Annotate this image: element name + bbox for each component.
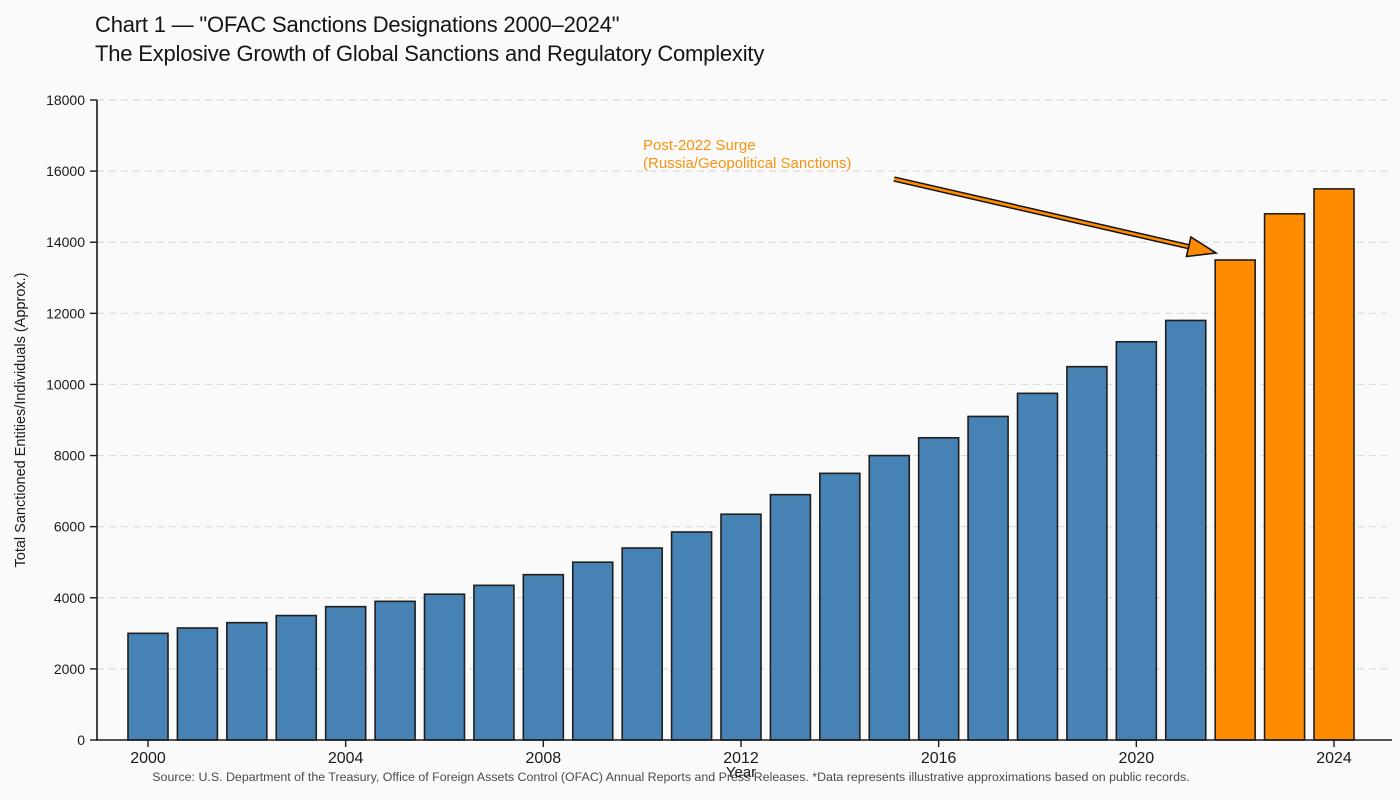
x-tick-label-2012: 2012	[723, 750, 759, 767]
bar-2011	[670, 531, 713, 741]
bar-2007	[473, 584, 515, 741]
annotation-arrow-shaft	[893, 177, 1191, 249]
y-axis-label: Total Sanctioned Entities/Individuals (A…	[13, 272, 29, 568]
chart-subtitle: The Explosive Growth of Global Sanctions…	[95, 41, 765, 66]
x-tick-label-2000: 2000	[130, 750, 166, 767]
annotation-line-2: (Russia/Geopolitical Sanctions)	[643, 155, 852, 172]
bar-2005	[374, 600, 416, 741]
x-tick-label-2004: 2004	[328, 750, 364, 767]
chart-title: Chart 1 — "OFAC Sanctions Designations 2…	[95, 12, 620, 37]
y-tick-label-6000: 6000	[54, 519, 85, 535]
bar-2008	[522, 573, 565, 741]
y-tick-label-0: 0	[77, 732, 85, 748]
y-tick-label-2000: 2000	[54, 661, 85, 677]
y-tick-label-8000: 8000	[54, 448, 85, 464]
bar-2018	[1016, 392, 1059, 741]
source-note: Source: U.S. Department of the Treasury,…	[152, 770, 1190, 784]
annotation-line-1: Post-2022 Surge	[643, 137, 756, 154]
bar-2002	[226, 621, 268, 741]
y-tick-label-10000: 10000	[46, 376, 85, 392]
bar-2016	[917, 436, 960, 741]
bar-2014	[819, 472, 861, 741]
bar-2001	[176, 627, 219, 741]
bar-2021	[1164, 319, 1207, 741]
bar-2012	[720, 513, 762, 741]
x-tick-label-2016: 2016	[921, 750, 957, 767]
bar-2022	[1214, 259, 1256, 741]
y-tick-label-4000: 4000	[54, 590, 85, 606]
bar-2023	[1263, 212, 1306, 741]
bar-2010	[621, 547, 663, 741]
bar-2019	[1066, 365, 1108, 741]
y-tick-label-14000: 14000	[46, 234, 85, 250]
bar-2009	[571, 561, 614, 741]
bar-2006	[423, 593, 466, 741]
bar-2004	[324, 605, 367, 741]
x-tick-label-2020: 2020	[1119, 750, 1155, 767]
y-tick-label-12000: 12000	[46, 305, 85, 321]
x-axis-label: Year	[725, 764, 757, 781]
bar-2000	[127, 632, 169, 741]
bar-2015	[868, 454, 911, 741]
x-tick-label-2008: 2008	[526, 750, 562, 767]
bar-2020	[1115, 340, 1158, 741]
annotation-post-2022-surge: Post-2022 Surge (Russia/Geopolitical San…	[643, 137, 851, 173]
x-tick-label-2024: 2024	[1316, 750, 1352, 767]
bar-2017	[967, 415, 1009, 741]
y-tick-label-16000: 16000	[46, 163, 85, 179]
bar-2024	[1313, 188, 1355, 741]
annotation-arrowhead-icon	[1185, 235, 1219, 258]
bar-2013	[769, 493, 812, 741]
y-tick-label-18000: 18000	[46, 92, 85, 108]
bar-2003	[275, 614, 318, 741]
